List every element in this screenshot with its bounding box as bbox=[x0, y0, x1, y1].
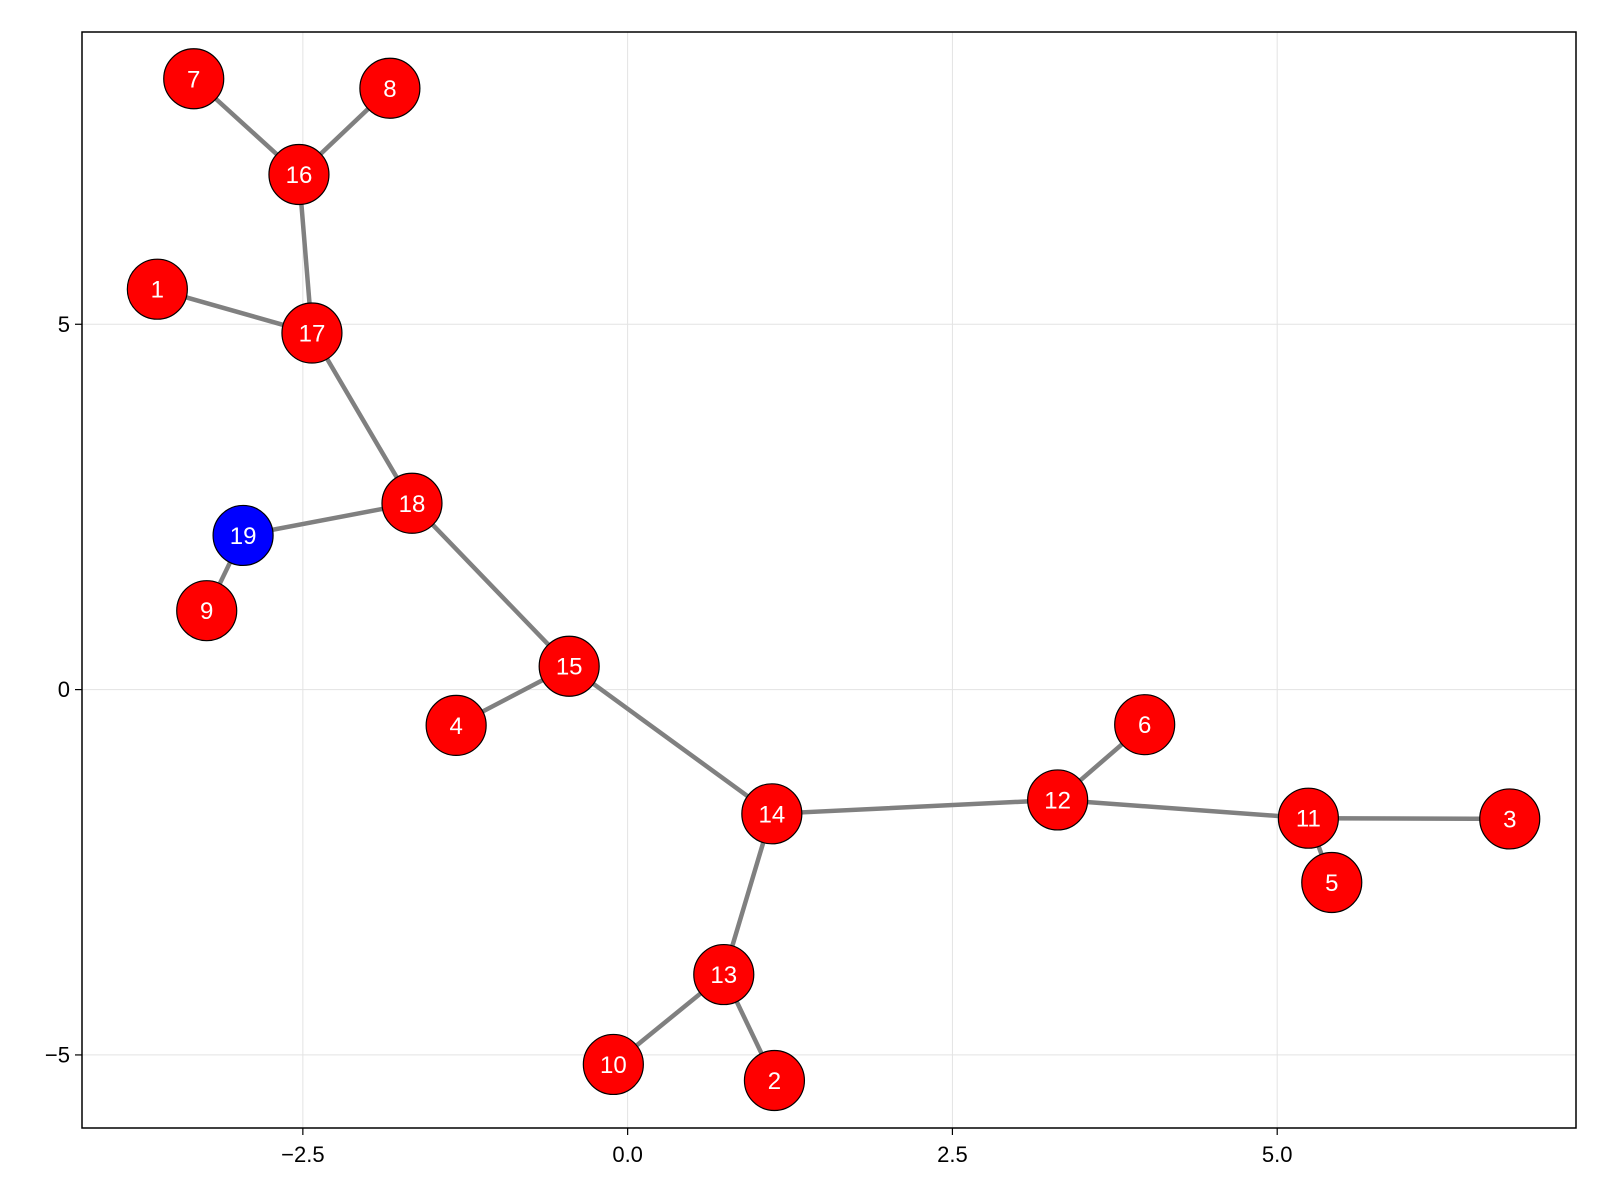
node-2[interactable]: 2 bbox=[743, 1049, 806, 1112]
node-label: 11 bbox=[1296, 806, 1321, 833]
node-label: 5 bbox=[1325, 870, 1338, 897]
node-13[interactable]: 13 bbox=[693, 943, 755, 1006]
node-circle bbox=[743, 1049, 806, 1112]
node-circle bbox=[359, 57, 421, 119]
node-12[interactable]: 12 bbox=[1027, 769, 1089, 831]
node-label: 17 bbox=[299, 321, 326, 348]
node-label: 14 bbox=[758, 801, 785, 828]
edge-14-12 bbox=[769, 797, 1060, 817]
node-label: 8 bbox=[383, 76, 396, 103]
node-7[interactable]: 7 bbox=[163, 48, 225, 110]
x-tick-label: 5.0 bbox=[1262, 1142, 1293, 1167]
node-label: 19 bbox=[230, 523, 257, 550]
node-18[interactable]: 18 bbox=[381, 472, 443, 534]
node-4[interactable]: 4 bbox=[425, 694, 487, 757]
node-label: 9 bbox=[200, 598, 213, 625]
node-9[interactable]: 9 bbox=[176, 580, 238, 642]
node-19[interactable]: 19 bbox=[212, 504, 274, 567]
edge-17-18 bbox=[309, 330, 415, 506]
node-circle bbox=[1301, 851, 1363, 914]
node-circle bbox=[538, 635, 600, 697]
node-label: 16 bbox=[286, 162, 313, 189]
node-circle bbox=[1479, 788, 1541, 850]
edge-11-3 bbox=[1306, 815, 1512, 822]
node-circle bbox=[425, 694, 487, 757]
node-label: 7 bbox=[187, 66, 200, 93]
node-circle bbox=[1027, 769, 1089, 831]
node-3[interactable]: 3 bbox=[1479, 788, 1541, 850]
node-circle bbox=[281, 302, 343, 364]
y-tick-label: 0 bbox=[58, 677, 70, 702]
x-tick-label: −2.5 bbox=[281, 1142, 324, 1167]
node-circle bbox=[212, 504, 274, 567]
node-label: 3 bbox=[1503, 806, 1516, 833]
node-label: 6 bbox=[1138, 712, 1151, 739]
plot-frame bbox=[81, 31, 1577, 1129]
edge-15-14 bbox=[566, 663, 775, 817]
node-label: 12 bbox=[1044, 787, 1071, 814]
node-label: 1 bbox=[151, 277, 164, 304]
node-label: 10 bbox=[600, 1052, 627, 1079]
edge-18-15 bbox=[409, 501, 572, 669]
node-1[interactable]: 1 bbox=[126, 258, 188, 320]
node-label: 4 bbox=[449, 713, 462, 740]
y-tick-label: −5 bbox=[45, 1042, 70, 1067]
node-circle bbox=[381, 472, 443, 534]
x-tick-label: 0.0 bbox=[612, 1142, 643, 1167]
node-5[interactable]: 5 bbox=[1301, 851, 1363, 914]
node-label: 2 bbox=[768, 1068, 781, 1095]
edges bbox=[155, 76, 1512, 1083]
node-circle bbox=[741, 783, 803, 845]
node-label: 18 bbox=[399, 491, 426, 518]
node-label: 15 bbox=[556, 654, 583, 681]
node-circle bbox=[693, 943, 755, 1006]
node-circle bbox=[268, 143, 330, 206]
node-circle bbox=[582, 1033, 644, 1096]
edge-12-11 bbox=[1055, 797, 1311, 821]
node-17[interactable]: 17 bbox=[281, 302, 343, 364]
x-tick-label: 2.5 bbox=[937, 1142, 968, 1167]
node-label: 13 bbox=[710, 962, 737, 989]
node-10[interactable]: 10 bbox=[582, 1033, 644, 1096]
node-14[interactable]: 14 bbox=[741, 783, 803, 845]
node-6[interactable]: 6 bbox=[1114, 694, 1176, 756]
node-circle bbox=[176, 580, 238, 642]
node-circle bbox=[1277, 787, 1339, 849]
node-11[interactable]: 11 bbox=[1277, 787, 1339, 849]
node-16[interactable]: 16 bbox=[268, 143, 330, 206]
node-circle bbox=[126, 258, 188, 320]
node-circle bbox=[1114, 694, 1176, 756]
node-circle bbox=[163, 48, 225, 110]
node-15[interactable]: 15 bbox=[538, 635, 600, 697]
node-8[interactable]: 8 bbox=[359, 57, 421, 119]
axis-ticks: −2.5 0.0 2.5 5.0 5 0 −5 bbox=[45, 312, 1293, 1167]
y-tick-label: 5 bbox=[58, 312, 70, 337]
